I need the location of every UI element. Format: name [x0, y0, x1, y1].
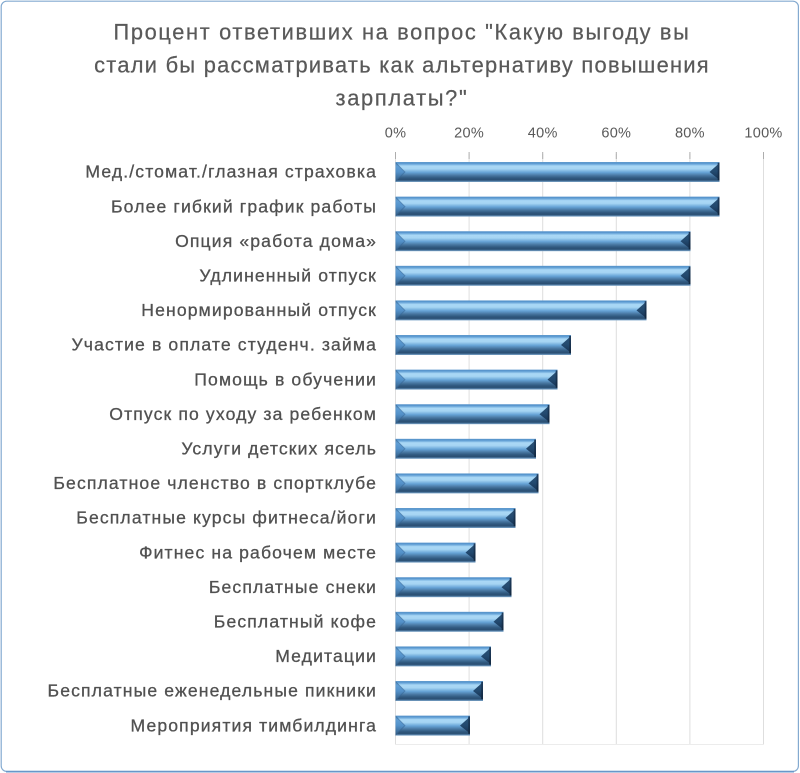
svg-text:Бесплатный кофе: Бесплатный кофе	[214, 612, 377, 632]
svg-text:Мед./стомат./глазная страховка: Мед./стомат./глазная страховка	[85, 162, 377, 182]
svg-text:Фитнес на рабочем месте: Фитнес на рабочем месте	[139, 542, 377, 562]
svg-text:Удлиненный отпуск: Удлиненный отпуск	[199, 266, 377, 286]
svg-text:100%: 100%	[744, 126, 782, 142]
svg-text:20%: 20%	[454, 126, 484, 142]
svg-text:Помощь в обучении: Помощь в обучении	[194, 369, 377, 389]
svg-text:0%: 0%	[385, 126, 407, 142]
svg-text:80%: 80%	[675, 126, 705, 142]
svg-text:Участие в оплате студенч. займ: Участие в оплате студенч. займа	[72, 335, 377, 355]
svg-text:Медитации: Медитации	[275, 646, 377, 666]
svg-text:Ненормированный отпуск: Ненормированный отпуск	[141, 300, 377, 320]
svg-text:Услуги детских ясель: Услуги детских ясель	[181, 439, 377, 459]
svg-text:40%: 40%	[528, 126, 558, 142]
svg-text:Более гибкий график работы: Более гибкий график работы	[111, 196, 377, 216]
svg-text:Процент ответивших на вопрос ": Процент ответивших на вопрос "Какую выго…	[114, 20, 691, 45]
svg-text:Бесплатные снеки: Бесплатные снеки	[209, 577, 377, 597]
svg-text:Мероприятия тимбилдинга: Мероприятия тимбилдинга	[130, 715, 377, 735]
svg-text:Опция «работа дома»: Опция «работа дома»	[175, 231, 377, 251]
svg-text:Бесплатные курсы фитнеса/йоги: Бесплатные курсы фитнеса/йоги	[76, 508, 377, 528]
svg-text:Отпуск по уходу за ребенком: Отпуск по уходу за ребенком	[109, 404, 377, 424]
svg-text:60%: 60%	[601, 126, 631, 142]
svg-text:Бесплатное членство в спортклу: Бесплатное членство в спортклубе	[53, 473, 377, 493]
svg-text:Бесплатные еженедельные пикник: Бесплатные еженедельные пикники	[48, 681, 377, 701]
svg-text:стали бы рассматривать как аль: стали бы рассматривать как альтернативу …	[94, 53, 710, 78]
svg-text:зарплаты?": зарплаты?"	[336, 86, 469, 111]
